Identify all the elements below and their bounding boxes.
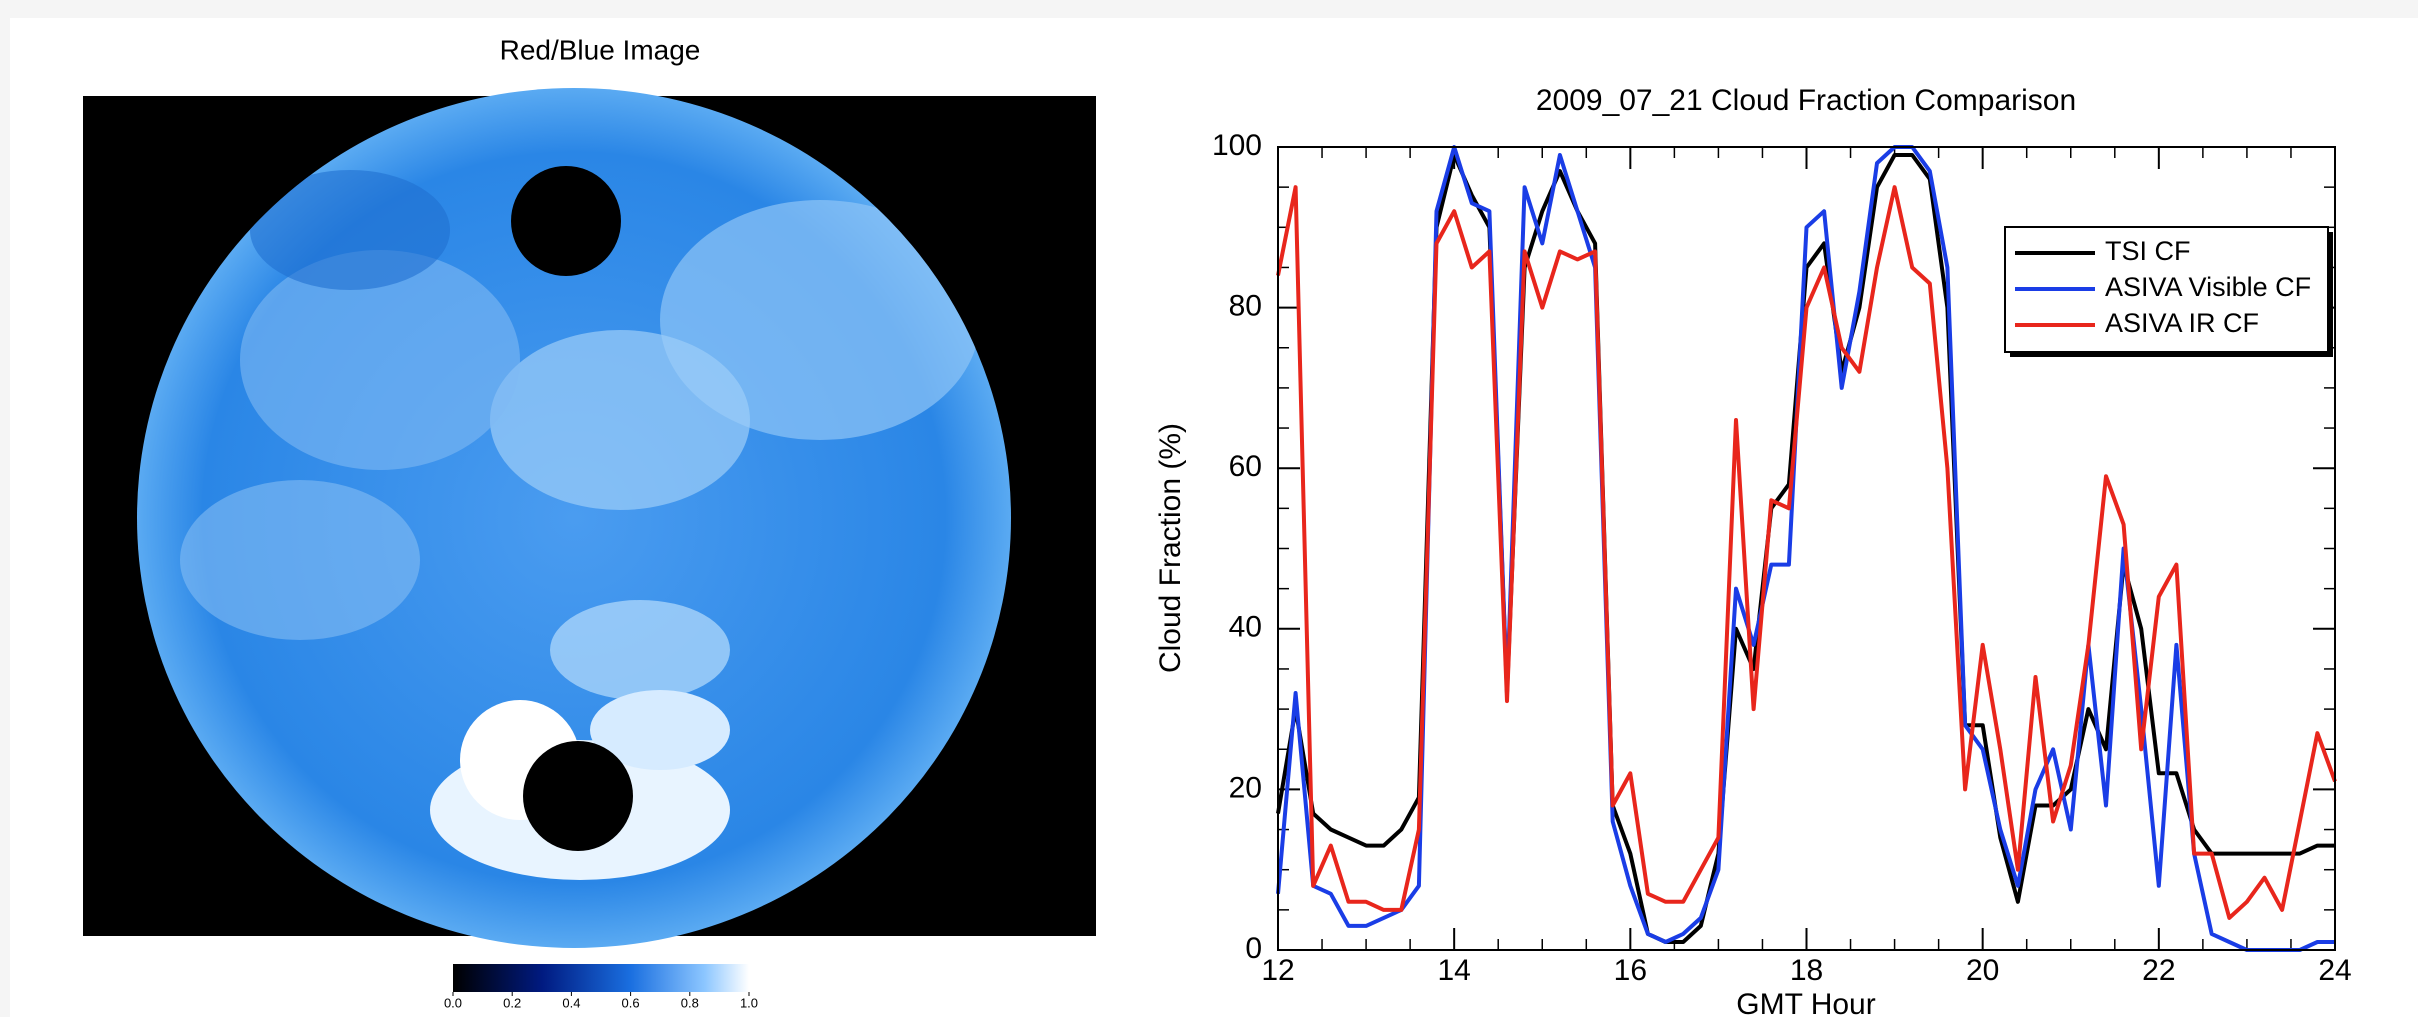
- plot-frame: [1277, 146, 2336, 951]
- x-tick-label: 20: [1966, 954, 1999, 987]
- colorbar-tick-label: 0.6: [622, 995, 640, 1010]
- image-title: Red/Blue Image: [500, 34, 701, 65]
- colorbar-tick-label: 1.0: [740, 995, 758, 1010]
- colorbar-tick-label: 0.8: [681, 995, 699, 1010]
- y-tick-label: 0: [1245, 932, 1262, 965]
- legend-label: TSI CF: [2105, 236, 2191, 266]
- colorbar: [453, 964, 749, 992]
- x-tick-label: 12: [1261, 954, 1294, 987]
- x-tick-label: 22: [2142, 954, 2175, 987]
- colorbar-tick-label: 0.2: [503, 995, 521, 1010]
- colorbar-tick-label: 0.4: [562, 995, 580, 1010]
- x-tick-label: 16: [1614, 954, 1647, 987]
- chart-title: 2009_07_21 Cloud Fraction Comparison: [1536, 84, 2076, 117]
- series-line: [1276, 153, 2335, 944]
- colorbar-tick-label: 0.0: [444, 995, 462, 1010]
- legend-label: ASIVA Visible CF: [2105, 272, 2311, 302]
- x-axis-label: GMT Hour: [1736, 988, 1875, 1017]
- x-tick-label: 24: [2318, 954, 2351, 987]
- y-tick-label: 20: [1229, 771, 1262, 804]
- y-tick-label: 40: [1229, 611, 1262, 644]
- sun-blocker: [511, 166, 621, 276]
- x-tick-label: 14: [1437, 954, 1470, 987]
- series-line: [1276, 185, 2337, 920]
- sky-image: [83, 88, 1096, 948]
- y-tick-label: 100: [1212, 129, 1262, 162]
- y-tick-label: 80: [1229, 290, 1262, 323]
- clouds: [180, 170, 980, 880]
- y-axis-label: Cloud Fraction (%): [1154, 423, 1187, 673]
- x-tick-label: 18: [1790, 954, 1823, 987]
- legend-label: ASIVA IR CF: [2105, 308, 2259, 338]
- sun-blocker: [523, 741, 633, 851]
- y-tick-label: 60: [1229, 450, 1262, 483]
